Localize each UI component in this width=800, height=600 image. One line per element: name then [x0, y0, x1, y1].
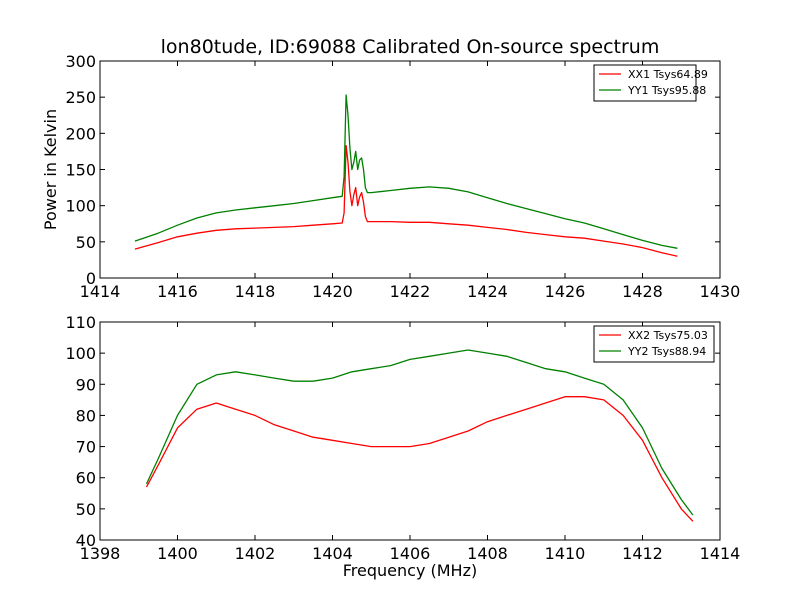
series-line-yy1 [134, 94, 678, 249]
y-tick-label: 60 [76, 469, 96, 488]
legend-box [593, 325, 715, 363]
x-tick-label: 1420 [312, 282, 353, 301]
series-line-xx1 [134, 144, 678, 257]
y-tick-label: 40 [76, 531, 96, 550]
x-tick-label: 1406 [390, 544, 431, 563]
x-tick-label: 1414 [700, 544, 741, 563]
x-tick-label: 1398 [80, 544, 121, 563]
series-line-yy2 [145, 349, 694, 516]
y-tick-label: 150 [65, 161, 96, 180]
x-tick-label: 1410 [545, 544, 586, 563]
x-tick-label: 1430 [700, 282, 741, 301]
x-tick-label: 1414 [80, 282, 121, 301]
legend-entry: YY1 Tsys95.88 [627, 84, 706, 97]
x-tick-label: 1418 [235, 282, 276, 301]
y-tick-label: 110 [65, 313, 96, 332]
legend-box [593, 64, 697, 102]
y-tick-label: 250 [65, 88, 96, 107]
y-axis-label: Power in Kelvin [41, 109, 60, 230]
bottom-spectrum-panel: 1398 1400 1402 1404 1406 1408 1410 1412 1414 40 50… [65, 313, 740, 580]
legend-entry: XX1 Tsys64.89 [628, 68, 708, 81]
x-axis-label: Frequency (MHz) [343, 561, 477, 580]
x-tick-label: 1428 [622, 282, 663, 301]
y-tick-label: 0 [86, 269, 96, 288]
y-tick-label: 70 [76, 438, 96, 457]
y-tick-label: 300 [65, 52, 96, 71]
legend: XX1 Tsys64.89 YY1 Tsys95.88 [593, 64, 708, 102]
x-tick-label: 1416 [157, 282, 198, 301]
top-spectrum-panel: 1414 1416 1418 1420 1422 1424 1426 1428 1430 0 50 1… [41, 52, 740, 301]
y-tick-label: 100 [65, 197, 96, 216]
chart-title: lon80tude, ID:69088 Calibrated On-source… [161, 36, 660, 58]
legend: XX2 Tsys75.03 YY2 Tsys88.94 [593, 325, 715, 363]
y-tick-label: 100 [65, 344, 96, 363]
x-tick-label: 1422 [390, 282, 431, 301]
series-line-xx2 [145, 396, 694, 522]
x-tick-label: 1426 [545, 282, 586, 301]
y-tick-label: 50 [76, 233, 96, 252]
y-tick-label: 90 [76, 375, 96, 394]
legend-entry: YY2 Tsys88.94 [627, 345, 706, 358]
x-tick-label: 1424 [467, 282, 508, 301]
x-tick-label: 1404 [312, 544, 353, 563]
y-tick-label: 200 [65, 124, 96, 143]
x-tick-label: 1412 [622, 544, 663, 563]
x-tick-label: 1408 [467, 544, 508, 563]
y-tick-label: 50 [76, 500, 96, 519]
y-tick-label: 80 [76, 406, 96, 425]
x-tick-label: 1402 [235, 544, 276, 563]
legend-entry: XX2 Tsys75.03 [628, 329, 708, 342]
x-tick-label: 1400 [157, 544, 198, 563]
